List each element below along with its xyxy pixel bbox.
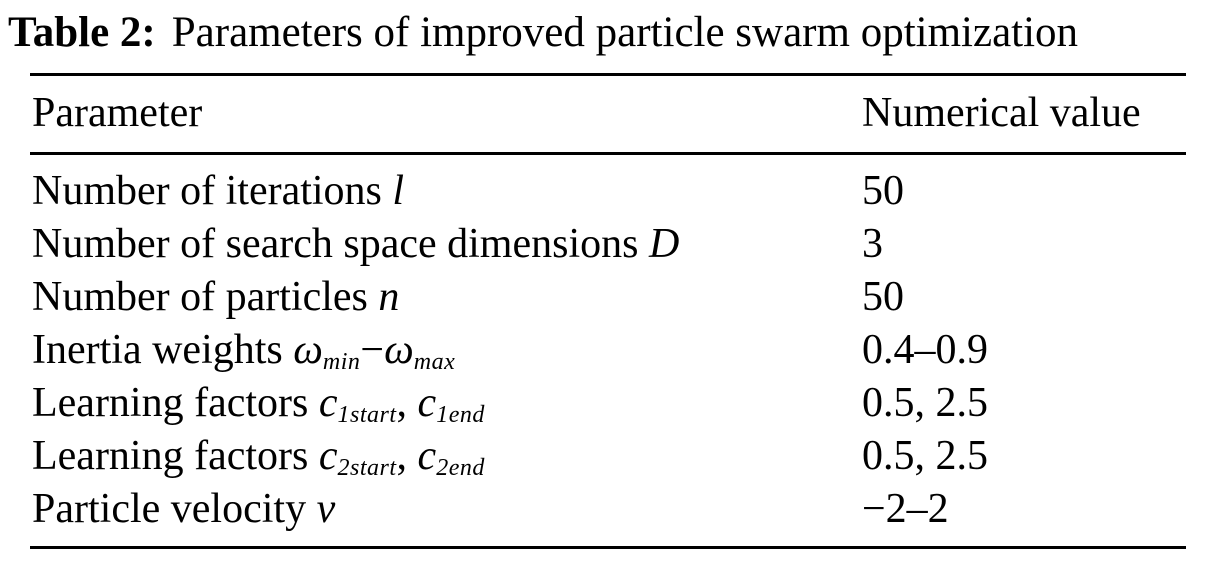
parameter-cell: Inertia weights ωmin−ωmax bbox=[30, 324, 860, 377]
parameter-cell: Number of search space dimensions D bbox=[30, 218, 860, 271]
parameter-subscript: 2end bbox=[436, 455, 485, 482]
parameter-text: ω bbox=[384, 327, 414, 374]
parameter-subscript: min bbox=[322, 349, 361, 376]
parameter-cell: Number of particles n bbox=[30, 271, 860, 324]
value-cell: 0.5, 2.5 bbox=[862, 380, 988, 427]
parameters-table: Parameter Numerical value Number of iter… bbox=[30, 73, 1186, 550]
parameter-text: n bbox=[378, 274, 400, 321]
value-cell: 3 bbox=[862, 221, 883, 268]
parameter-text: Learning factors bbox=[32, 433, 319, 480]
table-row: Number of search space dimensions D 3 bbox=[30, 218, 1186, 271]
table-caption-text: Parameters of improved particle swarm op… bbox=[171, 9, 1079, 56]
value-cell: 0.5, 2.5 bbox=[862, 433, 988, 480]
value-cell: 50 bbox=[862, 168, 904, 215]
value-cell: 0.4–0.9 bbox=[862, 327, 988, 374]
parameter-text: D bbox=[648, 221, 680, 268]
top-rule bbox=[30, 73, 1186, 77]
table-row: Particle velocity v −2–2 bbox=[30, 483, 1186, 536]
parameter-subscript: max bbox=[413, 349, 456, 376]
table-row: Number of iterations l 50 bbox=[30, 165, 1186, 218]
value-cell: 50 bbox=[862, 274, 904, 321]
parameter-text: ω bbox=[293, 327, 323, 374]
table-body: Number of iterations l 50 Number of sear… bbox=[30, 155, 1186, 546]
parameter-text: , bbox=[396, 433, 418, 480]
table-caption-label: Table 2: bbox=[8, 9, 156, 56]
bottom-rule bbox=[30, 546, 1186, 550]
parameter-text: Particle velocity bbox=[32, 486, 317, 533]
parameter-text: c bbox=[318, 433, 338, 480]
parameter-text: c bbox=[417, 380, 437, 427]
parameter-text: c bbox=[318, 380, 338, 427]
table-row: Number of particles n 50 bbox=[30, 271, 1186, 324]
header-parameter: Parameter bbox=[32, 90, 203, 137]
table-caption: Table 2: Parameters of improved particle … bbox=[0, 0, 1208, 57]
parameter-text: Number of particles bbox=[32, 274, 379, 321]
parameter-text: Number of iterations bbox=[32, 168, 393, 215]
parameter-text: Learning factors bbox=[32, 380, 319, 427]
parameter-cell: Number of iterations l bbox=[30, 165, 860, 218]
table-row: Learning factors c2start, c2end 0.5, 2.5 bbox=[30, 430, 1186, 483]
value-cell: −2–2 bbox=[862, 486, 949, 533]
parameter-subscript: 2start bbox=[337, 455, 397, 482]
parameter-cell: Learning factors c2start, c2end bbox=[30, 430, 860, 483]
parameter-text: Inertia weights bbox=[32, 327, 294, 374]
parameter-cell: Learning factors c1start, c1end bbox=[30, 377, 860, 430]
parameter-text: v bbox=[316, 486, 336, 533]
table-row: Inertia weights ωmin−ωmax 0.4–0.9 bbox=[30, 324, 1186, 377]
parameter-text: , bbox=[396, 380, 418, 427]
parameter-text: c bbox=[417, 433, 437, 480]
parameter-text: Number of search space dimensions bbox=[32, 221, 649, 268]
table-row: Learning factors c1start, c1end 0.5, 2.5 bbox=[30, 377, 1186, 430]
parameter-text: − bbox=[360, 327, 385, 374]
parameter-subscript: 1end bbox=[436, 402, 485, 429]
header-value: Numerical value bbox=[862, 90, 1141, 137]
parameter-text: l bbox=[392, 168, 405, 215]
parameter-subscript: 1start bbox=[337, 402, 397, 429]
header-row: Parameter Numerical value bbox=[30, 76, 1186, 152]
parameter-cell: Particle velocity v bbox=[30, 483, 860, 536]
paper-page: Table 2: Parameters of improved particle … bbox=[0, 0, 1208, 550]
header-rule bbox=[30, 152, 1186, 156]
